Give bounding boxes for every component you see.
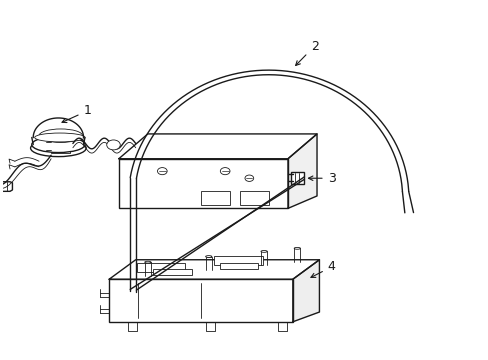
Bar <box>201 191 229 205</box>
Bar <box>51 139 70 145</box>
Polygon shape <box>109 260 319 279</box>
Ellipse shape <box>205 256 211 257</box>
Circle shape <box>244 175 253 181</box>
Ellipse shape <box>261 251 266 252</box>
Text: 3: 3 <box>308 172 335 185</box>
Ellipse shape <box>294 247 300 249</box>
Bar <box>137 263 185 272</box>
Bar <box>109 279 292 322</box>
Circle shape <box>220 168 229 175</box>
Text: 2: 2 <box>295 40 318 66</box>
Polygon shape <box>292 260 319 322</box>
Bar <box>214 256 262 265</box>
Ellipse shape <box>144 261 151 263</box>
Text: 1: 1 <box>62 104 91 122</box>
Text: 4: 4 <box>310 260 335 278</box>
Bar <box>119 159 287 208</box>
Bar <box>51 147 70 153</box>
Bar <box>153 269 192 275</box>
Bar <box>220 263 258 269</box>
Ellipse shape <box>32 136 85 153</box>
Polygon shape <box>119 134 316 159</box>
Bar <box>290 172 304 184</box>
Circle shape <box>106 140 120 150</box>
Ellipse shape <box>39 129 82 143</box>
Ellipse shape <box>31 140 86 157</box>
Circle shape <box>157 168 167 175</box>
Bar <box>239 191 268 205</box>
Ellipse shape <box>35 133 85 142</box>
Polygon shape <box>287 134 316 208</box>
